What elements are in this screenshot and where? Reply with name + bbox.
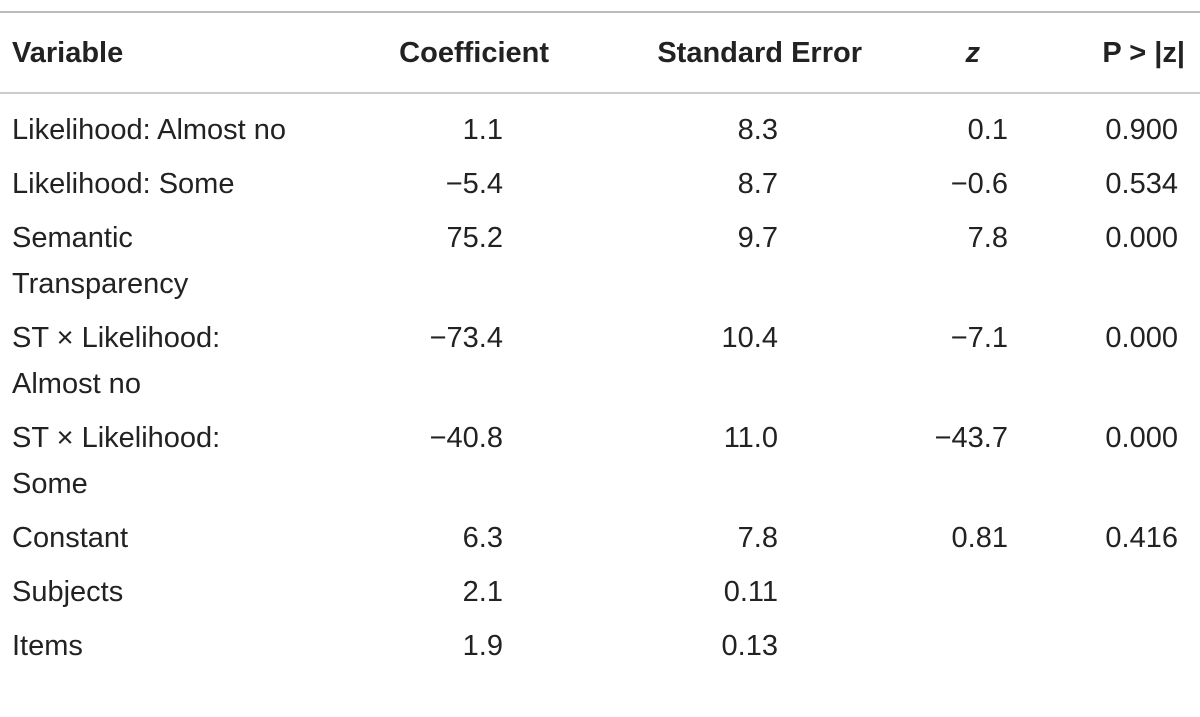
variable-cell: Items [12, 630, 83, 662]
value-cell: 9.7 [737, 222, 778, 254]
table-row: Likelihood: Some −5.4 8.7 −0.6 0.534 [0, 157, 1200, 211]
table-row: Items 1.9 0.13 [0, 619, 1200, 673]
value-cell: 11.0 [723, 422, 778, 454]
value-cell: 7.8 [737, 522, 778, 554]
value-cell: 8.3 [737, 114, 778, 146]
header-cell: Variable [12, 37, 124, 69]
value-cell: 1.1 [462, 114, 503, 146]
header-cell: Standard Error [657, 37, 862, 69]
table-row: ST × Likelihood: Some −40.8 11.0 −43.7 0.000 [0, 411, 1200, 511]
value-cell [880, 619, 1040, 673]
table-body: Likelihood: Almost no 1.1 8.3 0.1 0.900 Likel… [0, 93, 1200, 673]
header-row: Variable Coefficient Standard Error z P > |z… [0, 12, 1200, 93]
table-row: Semantic Transparency 75.2 9.7 7.8 0.000 [0, 211, 1200, 311]
variable-cell: Subjects [12, 576, 124, 608]
value-cell: −7.1 [950, 322, 1008, 354]
value-cell: 0.13 [721, 630, 778, 662]
value-cell [1040, 619, 1200, 673]
value-cell: 0.900 [1105, 114, 1178, 146]
value-cell: 1.9 [462, 630, 503, 662]
value-cell [1040, 565, 1200, 619]
value-cell: 0.000 [1105, 322, 1178, 354]
value-cell: 6.3 [462, 522, 503, 554]
header-cell: P > |z| [1102, 37, 1185, 69]
variable-cell: Likelihood: Some [12, 168, 235, 200]
regression-table: Variable Coefficient Standard Error z P > |z… [0, 11, 1200, 673]
table-header: Variable Coefficient Standard Error z P > |z… [0, 12, 1200, 93]
variable-cell: Semantic Transparency [12, 222, 189, 300]
table-row: ST × Likelihood: Almost no −73.4 10.4 −7.1 0… [0, 311, 1200, 411]
value-cell: 8.7 [737, 168, 778, 200]
value-cell [880, 565, 1040, 619]
value-cell: 0.000 [1105, 422, 1178, 454]
variable-cell: Likelihood: Almost no [12, 114, 287, 146]
header-cell: z [965, 37, 981, 69]
table-row: Likelihood: Almost no 1.1 8.3 0.1 0.900 [0, 93, 1200, 157]
variable-cell: ST × Likelihood: Almost no [12, 322, 221, 400]
value-cell: −43.7 [934, 422, 1008, 454]
value-cell: 0.416 [1105, 522, 1178, 554]
value-cell: 75.2 [446, 222, 503, 254]
value-cell: −73.4 [429, 322, 503, 354]
variable-cell: ST × Likelihood: Some [12, 422, 221, 500]
table-row: Constant 6.3 7.8 0.81 0.416 [0, 511, 1200, 565]
variable-cell: Constant [12, 522, 129, 554]
value-cell: 2.1 [462, 576, 503, 608]
value-cell: 0.11 [723, 576, 778, 608]
table-row: Subjects 2.1 0.11 [0, 565, 1200, 619]
value-cell: 0.000 [1105, 222, 1178, 254]
value-cell: 0.1 [967, 114, 1008, 146]
value-cell: −40.8 [429, 422, 503, 454]
value-cell: 7.8 [967, 222, 1008, 254]
value-cell: 10.4 [721, 322, 778, 354]
value-cell: 0.81 [951, 522, 1008, 554]
value-cell: −0.6 [950, 168, 1008, 200]
header-cell: Coefficient [399, 37, 549, 69]
value-cell: 0.534 [1105, 168, 1178, 200]
value-cell: −5.4 [445, 168, 503, 200]
